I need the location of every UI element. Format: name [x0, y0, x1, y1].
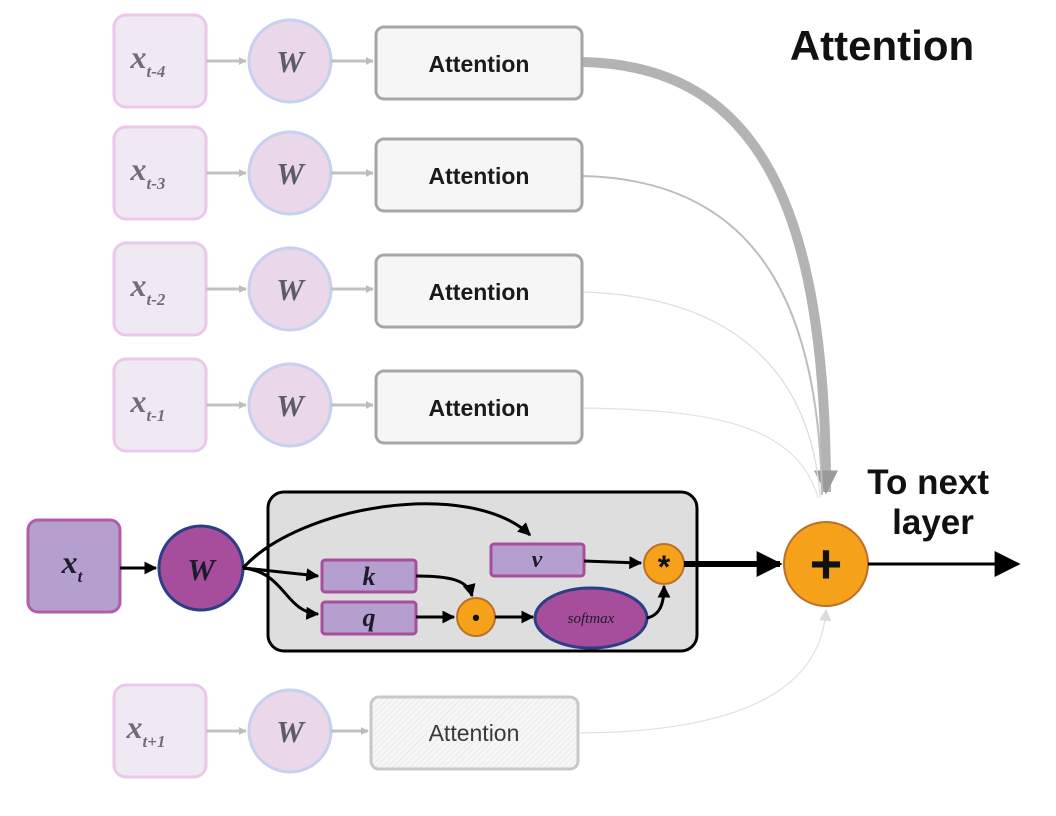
current-input-node	[26, 518, 122, 614]
attention-block-label: Attention	[429, 279, 530, 305]
timestep-row: xt-4 W Attention	[112, 13, 584, 109]
output-label: To next layer	[867, 463, 999, 542]
future-attention-label: Attention	[429, 720, 520, 746]
input-label: xt-2	[130, 267, 166, 309]
input-label: xt-4	[130, 39, 166, 81]
input-node	[112, 241, 208, 337]
query-label: q	[363, 603, 376, 632]
current-weight-label: W	[187, 552, 217, 587]
attention-block	[374, 369, 584, 445]
arrow-softmax-to-multiply	[646, 584, 671, 620]
attention-flow-t+1	[577, 608, 832, 734]
diagram-title: Attention	[790, 22, 974, 69]
future-attention-block	[369, 695, 580, 771]
arrow-weight-to-q-inner	[242, 566, 320, 620]
attention-block	[374, 25, 584, 101]
softmax-label: softmax	[568, 611, 615, 627]
input-label: xt-3	[130, 151, 166, 193]
attention-block-label: Attention	[429, 395, 530, 421]
input-node	[112, 357, 208, 453]
attention-flow-t-1	[582, 407, 819, 499]
input-node	[112, 13, 208, 109]
input-label: xt+1	[126, 709, 166, 751]
timestep-row: xt-2 W Attention	[112, 241, 584, 337]
arrow-v-to-multiply	[583, 556, 643, 570]
attention-block-label: Attention	[429, 51, 530, 77]
attention-block-label: Attention	[429, 163, 530, 189]
attention-flow-t-3	[582, 175, 823, 496]
weight-label: W	[276, 44, 306, 79]
weight-label: W	[276, 156, 306, 191]
weight-label: W	[276, 388, 306, 423]
sum-symbol: +	[810, 532, 843, 595]
attention-flow-t-2	[582, 291, 821, 498]
weight-label: W	[276, 714, 306, 749]
current-input-label: xt	[61, 544, 84, 586]
input-label: xt-1	[130, 383, 166, 425]
attention-block	[374, 137, 584, 213]
value-box	[489, 542, 586, 578]
multiply-symbol: *	[658, 549, 671, 585]
current-timestep-row: xt W k q v • softmax *	[26, 490, 783, 653]
future-timestep-row: xt+1 W Attention	[112, 683, 580, 779]
attention-block	[374, 253, 584, 329]
input-node	[112, 125, 208, 221]
value-label: v	[532, 547, 543, 573]
weight-label: W	[276, 272, 306, 307]
timestep-row: xt-1 W Attention	[112, 357, 584, 453]
arrow-weight-to-v-inner	[241, 502, 532, 570]
dot-product-symbol: •	[472, 605, 480, 630]
attention-flow-t-4	[582, 57, 838, 495]
timestep-row: xt-3 W Attention	[112, 125, 584, 221]
arrow-k-to-dot	[415, 574, 476, 598]
key-label: k	[363, 562, 376, 591]
